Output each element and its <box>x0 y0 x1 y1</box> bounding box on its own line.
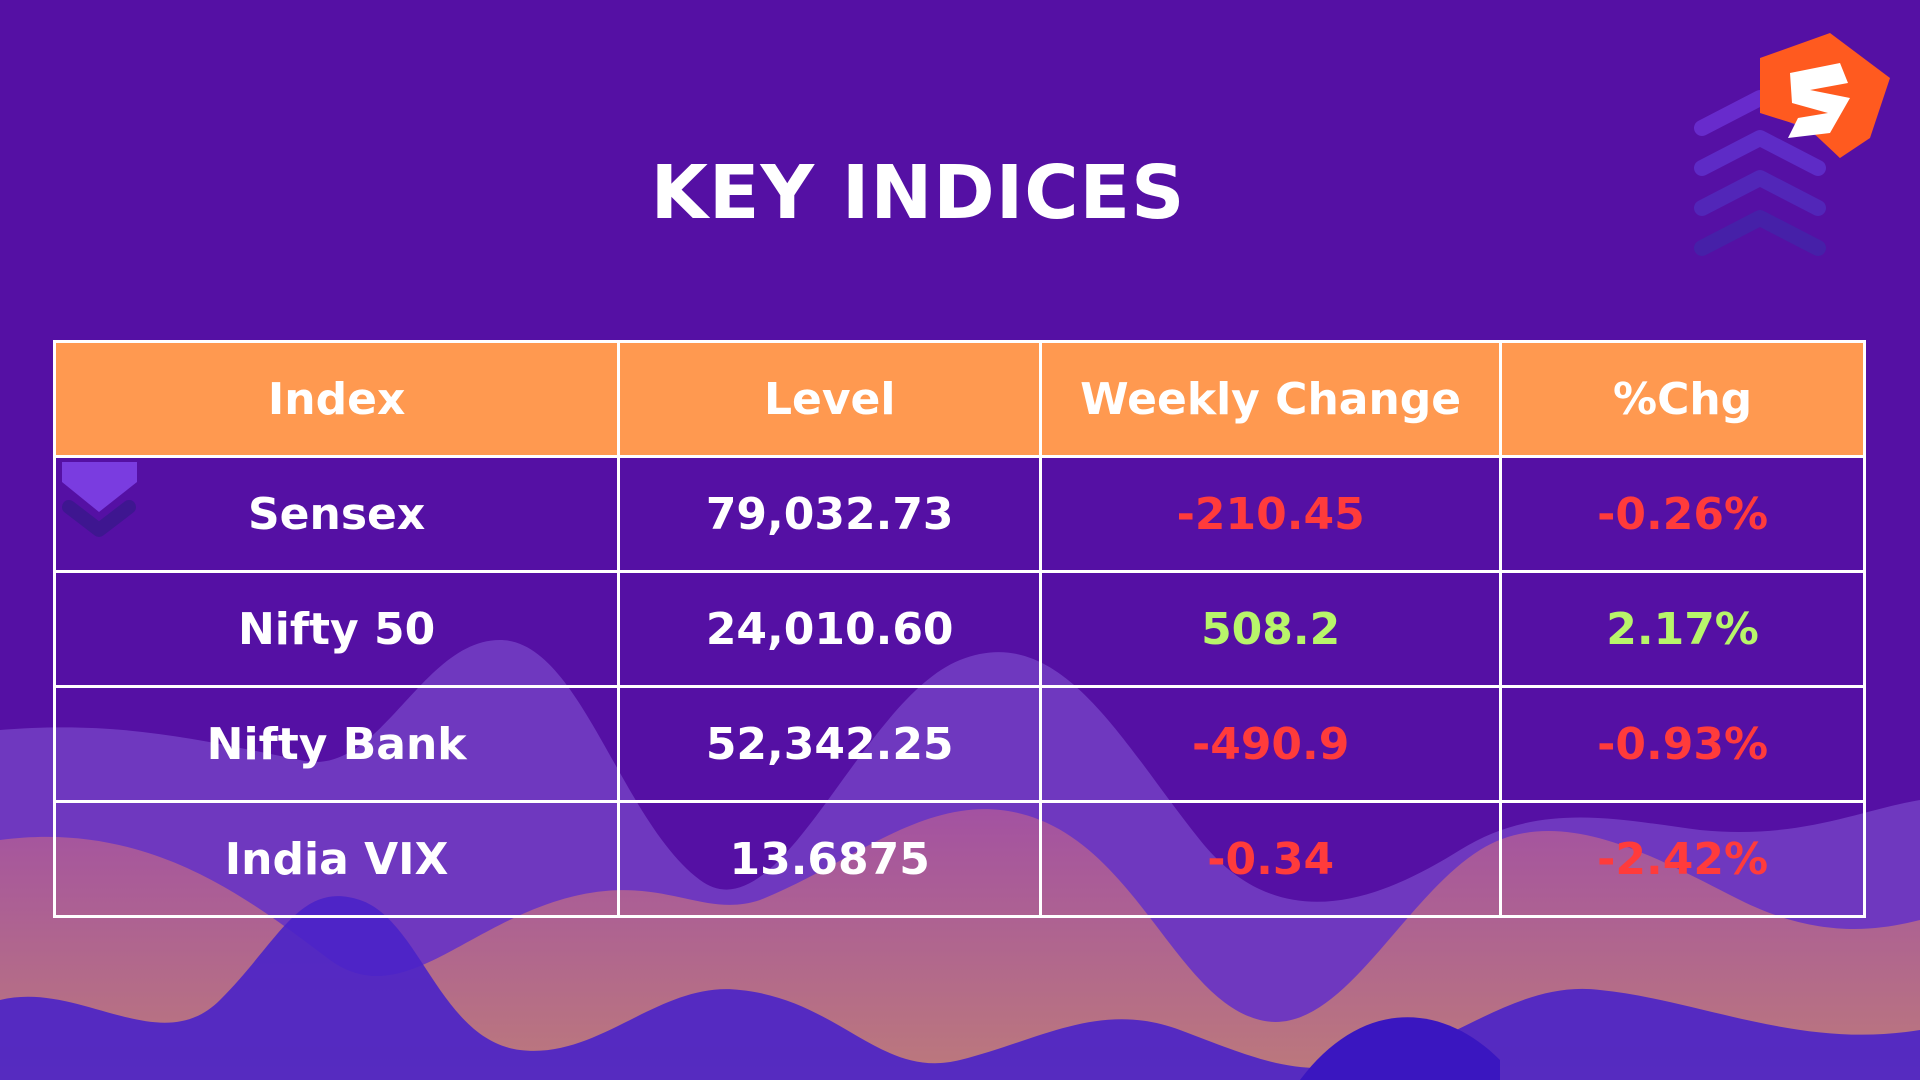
weekly-change: 508.2 <box>1039 570 1503 688</box>
table-row: India VIX 13.6875 -0.34 -2.42% <box>52 800 1866 918</box>
index-level: 79,032.73 <box>617 455 1043 573</box>
index-name: India VIX <box>52 800 621 918</box>
lightning-s-logo-icon <box>1694 33 1890 256</box>
header-weekly-change: Weekly Change <box>1039 340 1503 458</box>
page-title: KEY INDICES <box>650 150 1186 236</box>
header-level: Level <box>617 340 1043 458</box>
index-level: 13.6875 <box>617 800 1043 918</box>
header-index: Index <box>52 340 621 458</box>
pct-change: -0.26% <box>1499 455 1866 573</box>
index-level: 24,010.60 <box>617 570 1043 688</box>
pct-change: 2.17% <box>1499 570 1866 688</box>
pct-change: -2.42% <box>1499 800 1866 918</box>
index-level: 52,342.25 <box>617 685 1043 803</box>
index-name: Nifty Bank <box>52 685 621 803</box>
key-indices-table: Index Level Weekly Change %Chg Sensex 79… <box>52 340 1866 918</box>
weekly-change: -210.45 <box>1039 455 1503 573</box>
table-row: Nifty Bank 52,342.25 -490.9 -0.93% <box>52 685 1866 803</box>
table-row: Nifty 50 24,010.60 508.2 2.17% <box>52 570 1866 688</box>
header-pct-change: %Chg <box>1499 340 1866 458</box>
table-row: Sensex 79,032.73 -210.45 -0.26% <box>52 455 1866 573</box>
index-name: Nifty 50 <box>52 570 621 688</box>
table-header-row: Index Level Weekly Change %Chg <box>52 340 1866 458</box>
weekly-change: -490.9 <box>1039 685 1503 803</box>
index-name: Sensex <box>52 455 621 573</box>
weekly-change: -0.34 <box>1039 800 1503 918</box>
pct-change: -0.93% <box>1499 685 1866 803</box>
chevron-decoration-icon <box>62 462 137 537</box>
